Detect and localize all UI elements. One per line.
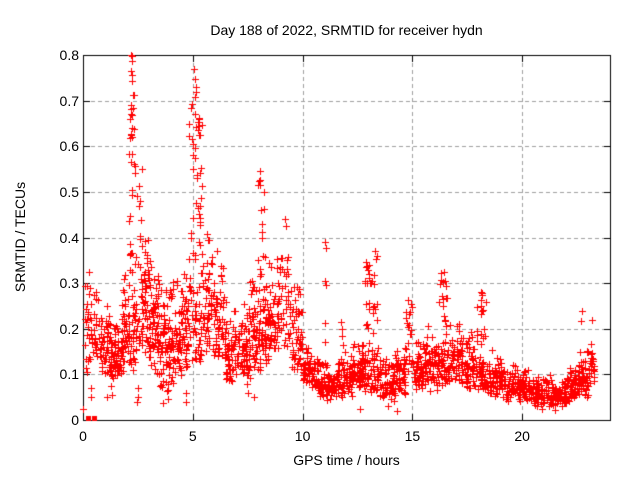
y-tick-label: 0.7 — [59, 92, 79, 109]
x-tick-label: 15 — [404, 428, 421, 444]
y-tick-label: 0.1 — [59, 366, 79, 383]
x-tick-label: 5 — [188, 428, 197, 444]
y-tick-label: 0.8 — [59, 47, 79, 63]
y-tick-label: 0.2 — [59, 320, 79, 337]
y-tick-label: 0.4 — [59, 229, 79, 246]
x-tick-label: 20 — [514, 428, 530, 444]
x-axis-label: GPS time / hours — [293, 452, 400, 468]
chart-title: Day 188 of 2022, SRMTID for receiver hyd… — [210, 22, 483, 38]
y-tick-label: 0.5 — [59, 183, 79, 200]
x-tick-label: 0 — [79, 428, 87, 444]
x-tick-label: 10 — [294, 428, 311, 444]
y-tick-label: 0.3 — [59, 275, 79, 292]
y-tick-label: 0.6 — [59, 138, 79, 155]
y-tick-label: 0 — [71, 412, 79, 428]
